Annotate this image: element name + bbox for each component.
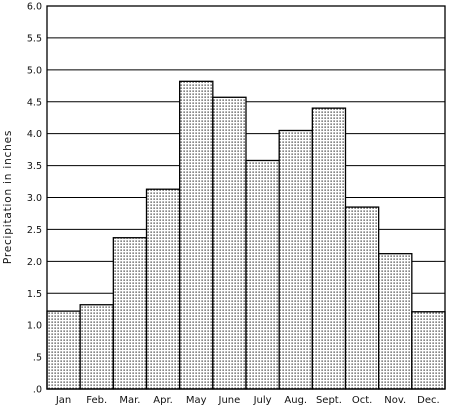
y-tick-label: .5	[33, 353, 42, 364]
y-tick-label: 3.0	[27, 193, 42, 204]
plot-border	[46, 5, 446, 390]
y-tick-label: 3.5	[27, 161, 42, 172]
x-category-label: July	[253, 395, 272, 406]
y-tick-label: 4.0	[27, 129, 42, 140]
x-category-label: Apr.	[153, 395, 173, 406]
y-tick-label: 5.0	[27, 65, 42, 76]
bar-may	[179, 80, 214, 390]
x-category-label: Nov.	[384, 395, 406, 406]
x-category-label: Oct.	[352, 395, 372, 406]
bar-feb	[79, 304, 114, 390]
y-tick-label: 1.5	[27, 289, 42, 300]
y-axis-title: Precipitation in inches	[2, 130, 14, 264]
y-tick-label: 1.0	[27, 321, 42, 332]
x-category-label: May	[186, 395, 207, 406]
x-category-label: Dec.	[417, 395, 440, 406]
bar-jan	[46, 310, 81, 390]
bar-july	[245, 159, 280, 390]
bar-sept	[311, 107, 347, 390]
x-category-label: June	[218, 395, 241, 406]
plot-frame	[46, 5, 446, 390]
x-category-labels: Jan Feb. Mar. Apr. May June July Aug. Sept. Oct. N…	[55, 395, 440, 406]
y-tick-label: .0	[33, 385, 42, 396]
x-category-label: Feb.	[86, 395, 107, 406]
x-category-label: Sept.	[316, 395, 342, 406]
y-tick-label: 4.5	[27, 97, 42, 108]
y-tick-labels: .0 .5 1.0 1.5 2.0 2.5 3.0 3.5 4.0 4.5 5.0 5.5 6.0	[27, 2, 42, 396]
x-category-label: Mar.	[119, 395, 140, 406]
bar-apr	[145, 188, 181, 390]
bar-june	[212, 96, 247, 390]
bar-aug	[278, 129, 313, 390]
y-tick-label: 2.5	[27, 225, 42, 236]
y-tick-label: 2.0	[27, 257, 42, 268]
bar-mar	[112, 237, 148, 390]
y-tick-label: 6.0	[27, 2, 42, 13]
x-category-label: Jan	[55, 395, 71, 406]
x-category-label: Aug.	[284, 395, 307, 406]
bar-dec	[411, 311, 446, 390]
y-tick-label: 5.5	[27, 33, 42, 44]
bar-nov	[378, 253, 413, 390]
bar-oct	[344, 206, 380, 390]
bars	[46, 80, 446, 390]
